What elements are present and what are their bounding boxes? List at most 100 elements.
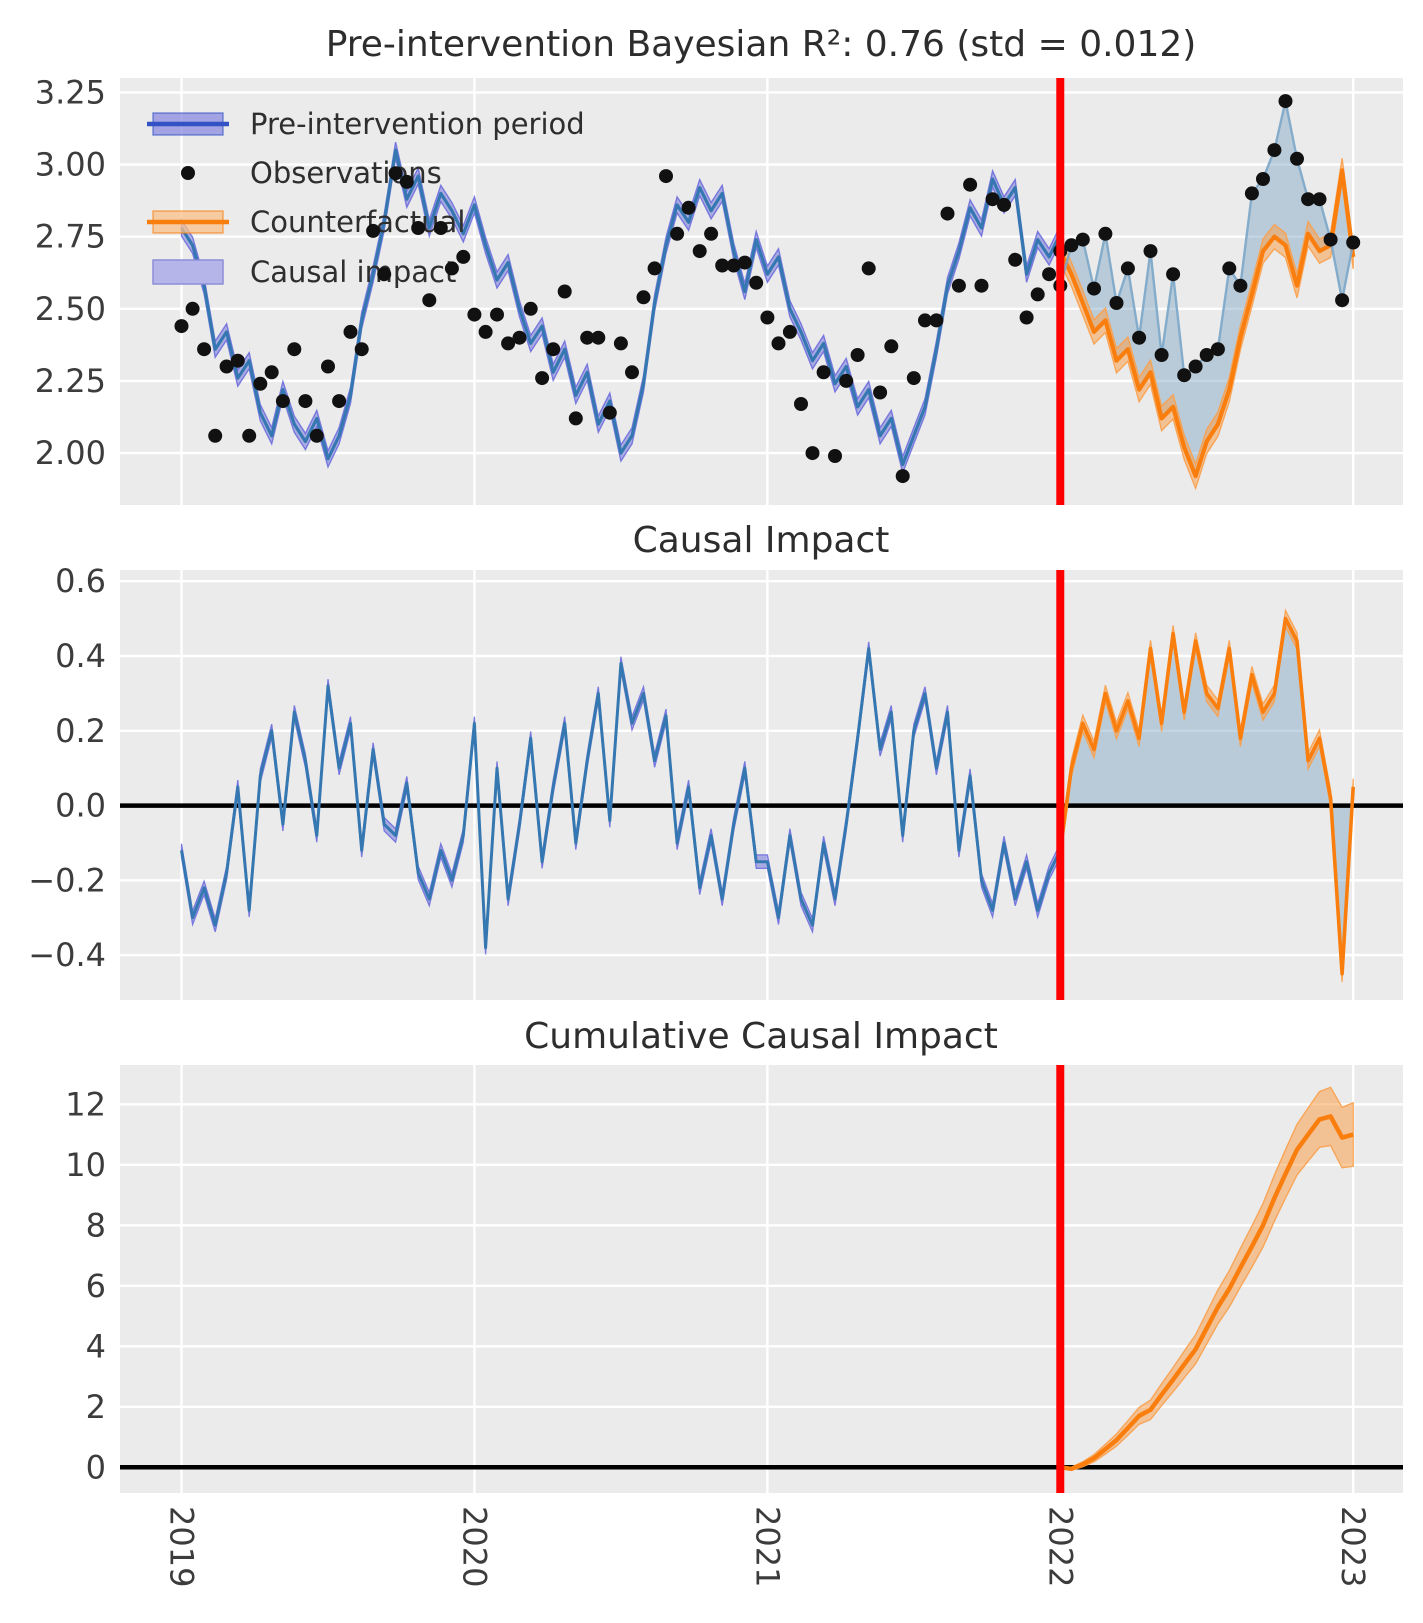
observation-dot bbox=[399, 174, 414, 189]
observation-dot bbox=[174, 319, 189, 334]
observation-dot bbox=[636, 290, 651, 305]
observation-dot bbox=[1019, 310, 1034, 325]
y-tick-label: 12 bbox=[65, 1085, 106, 1123]
observation-dot bbox=[895, 469, 910, 484]
observation-dot bbox=[275, 394, 290, 409]
observation-dot bbox=[940, 206, 955, 221]
observation-dot bbox=[343, 324, 358, 339]
panel3-grid bbox=[120, 1065, 1403, 1493]
observation-dot bbox=[1323, 232, 1338, 247]
observation-dot bbox=[591, 330, 606, 345]
observation-dot bbox=[1109, 296, 1124, 310]
panel3-y-tick-labels: 0 2 4 6 8 10 12 bbox=[65, 1085, 106, 1486]
legend-label: Causal impact bbox=[250, 255, 456, 289]
observation-dot bbox=[985, 192, 1000, 207]
observation-dot bbox=[974, 278, 989, 293]
observation-dot bbox=[1166, 267, 1181, 282]
legend-label: Pre-intervention period bbox=[250, 107, 585, 141]
observation-dot bbox=[388, 166, 403, 181]
observation-dot bbox=[659, 169, 673, 184]
observation-dot bbox=[253, 376, 268, 391]
observation-dot bbox=[1278, 94, 1293, 109]
observation-dot bbox=[433, 221, 448, 235]
observation-dot bbox=[366, 223, 381, 238]
observation-dot bbox=[1143, 244, 1158, 259]
observation-dot bbox=[647, 261, 662, 276]
observation-dot bbox=[602, 405, 617, 420]
observation-dot bbox=[1042, 267, 1057, 282]
observation-dot bbox=[1267, 143, 1282, 158]
observation-dot bbox=[828, 449, 842, 463]
x-tick-label: 2020 bbox=[455, 1506, 493, 1587]
observation-dot bbox=[185, 301, 200, 316]
y-tick-label: 4 bbox=[86, 1327, 106, 1365]
panel2-title: Causal Impact bbox=[633, 520, 890, 561]
observation-dot bbox=[963, 177, 978, 192]
cumulative-line bbox=[1059, 1114, 1354, 1472]
x-tick-label: 2023 bbox=[1334, 1506, 1372, 1587]
legend-swatch-patch bbox=[152, 259, 224, 285]
panel1-background bbox=[120, 78, 1403, 505]
x-tick-labels: 2019 2020 2021 2022 2023 bbox=[163, 1506, 1373, 1587]
legend: Pre-intervention periodObservationsCount… bbox=[147, 107, 585, 289]
observation-dot bbox=[1098, 226, 1113, 241]
legend-swatch-dot bbox=[181, 166, 195, 180]
observation-dot bbox=[377, 267, 392, 282]
observation-dot bbox=[1199, 348, 1214, 362]
observation-dot bbox=[681, 200, 696, 215]
observation-dot bbox=[715, 258, 730, 273]
observation-dot bbox=[737, 255, 752, 270]
observation-dot bbox=[197, 342, 212, 357]
panel2-content bbox=[120, 608, 1403, 983]
observation-dot bbox=[1335, 293, 1350, 308]
observation-dot bbox=[613, 336, 628, 351]
y-tick-label: 2.00 bbox=[35, 434, 106, 472]
observation-dot bbox=[1346, 235, 1361, 250]
y-tick-label: 6 bbox=[86, 1267, 106, 1305]
observation-dot bbox=[1244, 186, 1259, 201]
y-tick-label: 3.25 bbox=[35, 73, 106, 111]
observation-dot bbox=[535, 371, 550, 386]
legend-label: Counterfactual bbox=[250, 205, 465, 239]
y-tick-label: 3.00 bbox=[35, 146, 106, 184]
observation-dot bbox=[422, 293, 437, 308]
observation-dot bbox=[411, 221, 426, 235]
panel3-background bbox=[120, 1065, 1403, 1493]
observation-dot bbox=[704, 226, 719, 241]
observation-dot bbox=[512, 330, 527, 345]
counterfactual-line bbox=[1058, 168, 1356, 479]
observation-dot bbox=[805, 446, 820, 461]
y-tick-label: 0 bbox=[86, 1448, 106, 1486]
observation-dot bbox=[749, 275, 764, 290]
observation-dot bbox=[670, 226, 685, 241]
observation-dot bbox=[264, 365, 279, 380]
panel3-title: Cumulative Causal Impact bbox=[524, 1016, 998, 1057]
observation-dot bbox=[467, 307, 482, 322]
observation-dot bbox=[692, 244, 707, 259]
observation-dot bbox=[219, 359, 234, 374]
observation-dot bbox=[794, 397, 808, 411]
observation-dot bbox=[1290, 151, 1304, 166]
observation-dot bbox=[918, 313, 932, 328]
observation-dot bbox=[1233, 278, 1248, 293]
y-tick-label: 10 bbox=[65, 1146, 106, 1184]
observation-dot bbox=[546, 342, 561, 357]
observation-dot bbox=[1222, 261, 1237, 276]
observation-dot bbox=[1312, 192, 1327, 207]
observation-dot bbox=[1120, 261, 1135, 276]
observation-dot bbox=[1008, 252, 1023, 267]
observation-dot bbox=[625, 365, 639, 380]
y-tick-label: 0.6 bbox=[55, 562, 106, 600]
observation-dot bbox=[771, 336, 786, 351]
y-tick-label: 2.75 bbox=[35, 218, 106, 256]
observation-dot bbox=[298, 394, 313, 409]
observation-dot bbox=[1177, 368, 1192, 383]
observation-dot bbox=[782, 324, 797, 339]
y-tick-label: −0.2 bbox=[28, 861, 106, 899]
x-tick-label: 2022 bbox=[1041, 1506, 1079, 1587]
observation-dot bbox=[287, 342, 302, 357]
panel1-y-tick-labels: 2.00 2.25 2.50 2.75 3.00 3.25 bbox=[35, 73, 106, 472]
observation-dot bbox=[354, 342, 369, 357]
pre-intervention-fit-line bbox=[180, 148, 1062, 467]
